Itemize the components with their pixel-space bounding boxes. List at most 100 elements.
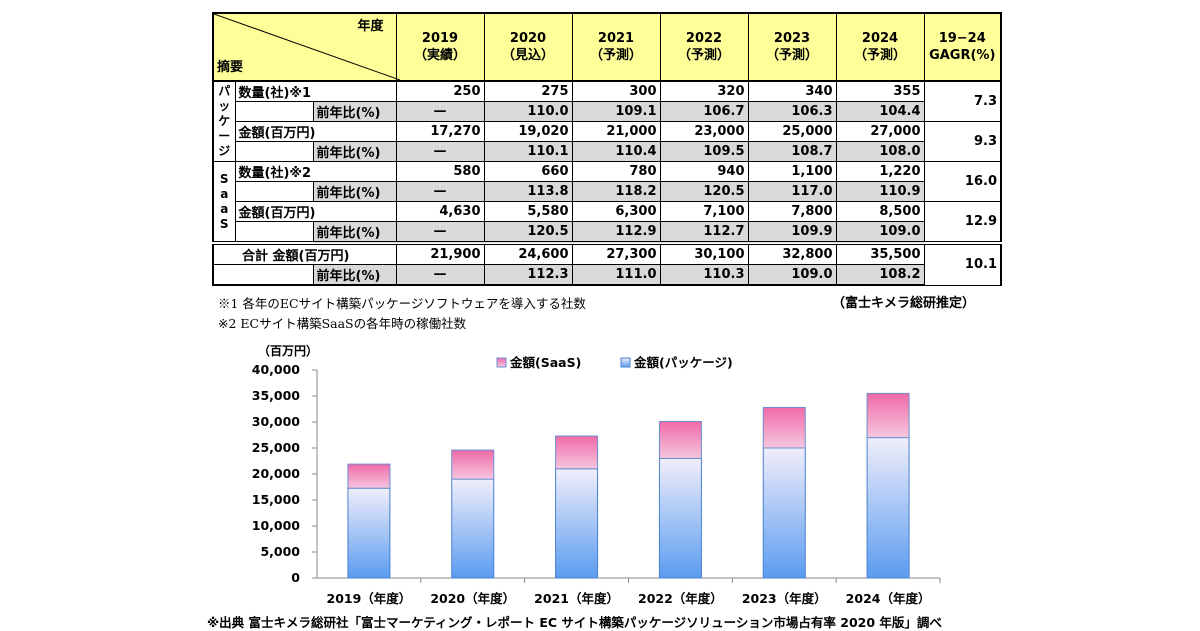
yoy-cell: 108.7	[747, 141, 837, 162]
yoy-cell: 110.9	[835, 181, 925, 202]
corner-cell: 年度 摘要	[212, 12, 400, 82]
year-status: （予測）	[589, 48, 642, 63]
yoy-label: 前年比(%)	[312, 181, 397, 202]
stacked-bar-chart: （百万円） 0 5,000 10,000 15,000 20,000 25,000 30,00…	[252, 343, 941, 606]
yoy-cell: 110.3	[659, 264, 749, 286]
corner-year-label: 年度	[357, 19, 384, 34]
yoy-label: 前年比(%)	[312, 101, 397, 122]
yoy-cell: 112.3	[483, 264, 573, 286]
yoy-cell: 109.0	[835, 221, 925, 244]
year-header: 2024 （予測）	[835, 12, 925, 82]
y-tick-label: 30,000	[252, 414, 301, 429]
yoy-label: 前年比(%)	[312, 264, 397, 286]
y-tick-label: 40,000	[252, 362, 301, 377]
y-tick-label: 25,000	[252, 440, 301, 455]
year-status: （予測）	[853, 48, 906, 63]
footnote-1: ※1 各年のECサイト構築パッケージソフトウェアを導入する社数	[218, 296, 586, 311]
year-header: 2020 （見込）	[483, 12, 573, 82]
blank-cell	[234, 141, 314, 162]
value-cell: 7,800	[747, 201, 837, 222]
cagr-cell: 12.9	[923, 201, 1002, 244]
cagr-header: 19−24 GAGR(%)	[923, 12, 1002, 82]
yoy-cell: 108.0	[835, 141, 925, 162]
value-cell: 340	[747, 80, 837, 102]
year-label: 2022	[685, 31, 723, 46]
yoy-cell: 104.4	[835, 101, 925, 122]
value-cell: 35,500	[835, 241, 925, 265]
y-tick-label: 10,000	[252, 518, 301, 533]
x-tick-label: 2019（年度）	[327, 591, 412, 606]
year-header: 2022 （予測）	[659, 12, 749, 82]
yoy-cell: 113.8	[483, 181, 573, 202]
yoy-cell: —	[395, 181, 485, 202]
year-status: （予測）	[765, 48, 818, 63]
bar-package	[762, 447, 806, 579]
section-label: パ ッ ケ ー ジ	[212, 80, 236, 162]
yoy-cell: 110.1	[483, 141, 573, 162]
value-cell: 32,800	[747, 241, 837, 265]
yoy-cell: 118.2	[571, 181, 661, 202]
yoy-cell: 120.5	[659, 181, 749, 202]
legend-swatch-saas	[496, 357, 507, 368]
bar-saas	[658, 420, 702, 459]
bar-package	[347, 487, 391, 579]
estimate-label: （富士キメラ総研推定）	[832, 296, 976, 311]
x-tick-label: 2023（年度）	[742, 591, 827, 606]
value-cell: 940	[659, 161, 749, 182]
source-note: ※出典 富士キメラ総研社「富士マーケティング・レポート EC サイト構築パッケー…	[207, 615, 942, 630]
value-cell: 27,300	[571, 241, 661, 265]
yoy-cell: 112.7	[659, 221, 749, 244]
yoy-cell: 109.5	[659, 141, 749, 162]
bar-package	[658, 457, 702, 579]
yoy-cell: 106.3	[747, 101, 837, 122]
yoy-cell: 110.4	[571, 141, 661, 162]
row-label: 合計 金額(百万円)	[212, 241, 397, 265]
blank-cell	[234, 101, 314, 122]
year-status: （予測）	[677, 48, 730, 63]
value-cell: 275	[483, 80, 573, 102]
value-cell: 21,900	[395, 241, 485, 265]
yoy-label: 前年比(%)	[312, 141, 397, 162]
x-tick-label: 2020（年度）	[430, 591, 515, 606]
table-row-yoy: 前年比(%) —120.5 112.9 112.7 109.9 109.0	[213, 221, 1001, 244]
yoy-cell: 106.7	[659, 101, 749, 122]
value-cell: 23,000	[659, 121, 749, 142]
yoy-cell: 108.2	[835, 264, 925, 286]
year-status: （見込）	[501, 48, 554, 63]
y-tick-label: 0	[291, 570, 300, 585]
value-cell: 580	[395, 161, 485, 182]
value-cell: 250	[395, 80, 485, 102]
value-cell: 17,270	[395, 121, 485, 142]
value-cell: 27,000	[835, 121, 925, 142]
value-cell: 4,630	[395, 201, 485, 222]
value-cell: 320	[659, 80, 749, 102]
year-label: 2019	[421, 31, 459, 46]
blank-cell	[212, 264, 314, 286]
market-table: 年度 摘要 2019 （実績） 2020 （見込） 2021 （予測） 2022 （予測） 2023…	[212, 12, 1002, 286]
bar-saas	[451, 449, 495, 480]
table-row: 金額(百万円) 4,630 5,580 6,300 7,100 7,800 8,500 12.…	[213, 201, 1002, 244]
table-row-yoy: 前年比(%) —110.0 109.1 106.7 106.3 104.4	[213, 101, 1001, 122]
yoy-cell: 110.0	[483, 101, 573, 122]
value-cell: 25,000	[747, 121, 837, 142]
yoy-cell: 117.0	[747, 181, 837, 202]
yoy-cell: 109.1	[571, 101, 661, 122]
yoy-cell: 120.5	[483, 221, 573, 244]
table-row-yoy: 前年比(%) —112.3 111.0 110.3 109.0 108.2	[212, 264, 1001, 286]
year-label: 2021	[597, 31, 635, 46]
value-cell: 5,580	[483, 201, 573, 222]
footnote-2: ※2 ECサイト構築SaaSの各年時の稼働社数	[218, 316, 467, 331]
year-label: 2024	[861, 31, 899, 46]
year-label: 2020	[509, 31, 547, 46]
value-cell: 30,100	[659, 241, 749, 265]
legend-label-package: 金額(パッケージ)	[633, 355, 733, 370]
row-label: 数量(社)※2	[234, 161, 397, 182]
table-row: 金額(百万円) 17,270 19,020 21,000 23,000 25,000 27,…	[213, 121, 1002, 162]
value-cell: 6,300	[571, 201, 661, 222]
row-label: 金額(百万円)	[234, 201, 397, 222]
cagr-cell: 16.0	[923, 161, 1002, 202]
bar-saas	[866, 392, 910, 439]
value-cell: 1,100	[747, 161, 837, 182]
yoy-cell: —	[395, 264, 485, 286]
bar-saas	[555, 435, 599, 470]
